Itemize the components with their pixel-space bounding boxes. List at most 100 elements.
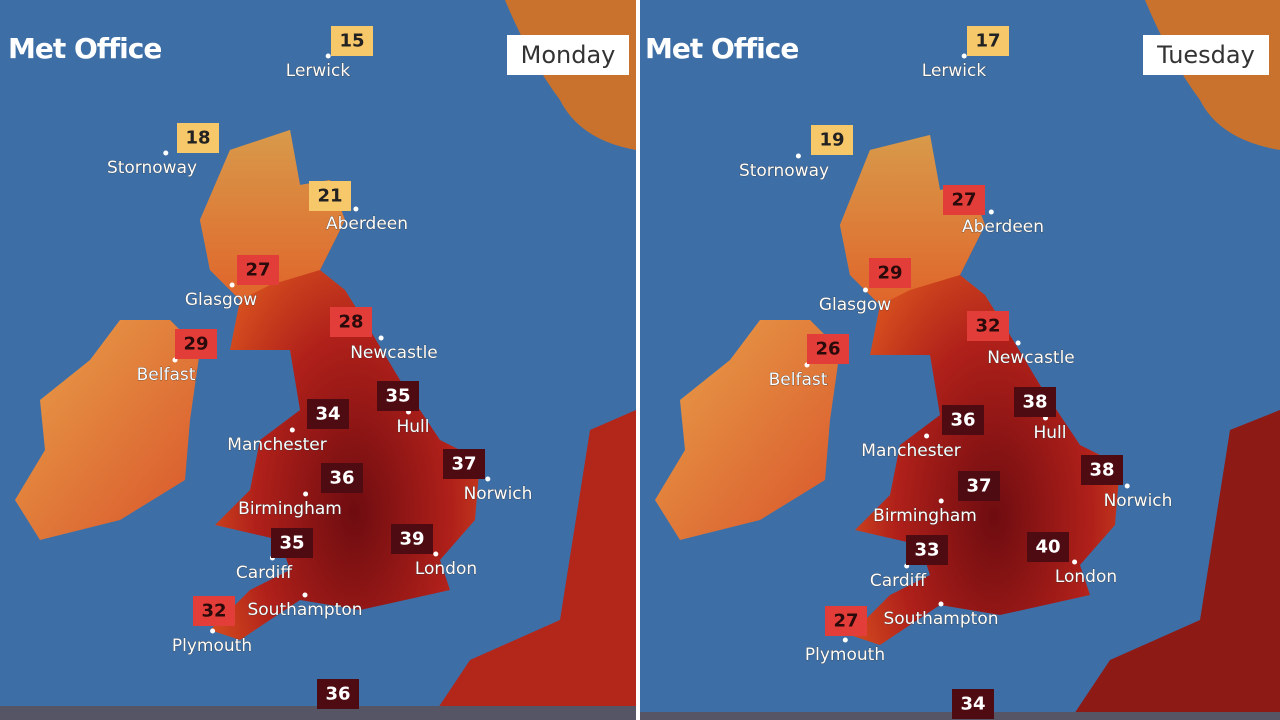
temp-badge — [377, 381, 419, 411]
temp-badge — [443, 449, 485, 479]
city-dot — [163, 150, 169, 156]
temp-value: 21 — [317, 186, 342, 207]
day-box — [507, 35, 629, 75]
city-dot — [938, 601, 944, 607]
temp-value: 36 — [329, 468, 354, 489]
city-dot — [863, 287, 868, 293]
city-name: Birmingham — [873, 506, 977, 526]
temp-badge — [942, 405, 984, 435]
city-name: Aberdeen — [962, 217, 1044, 237]
temp-value: 28 — [338, 312, 363, 333]
city-name: Plymouth — [805, 645, 885, 665]
temp-value: 18 — [185, 128, 210, 149]
temp-value: 36 — [950, 410, 975, 431]
temp-value: 32 — [201, 601, 226, 622]
temp-badge — [237, 255, 279, 285]
temp-badge — [330, 307, 372, 337]
temp-value: 35 — [385, 386, 410, 407]
temp-value: 38 — [1022, 392, 1047, 413]
city-dot — [1072, 559, 1078, 565]
city-name: Southampton — [883, 609, 998, 629]
day-label: Tuesday — [1156, 41, 1255, 69]
city-name: Manchester — [861, 441, 960, 461]
temp-badge — [307, 399, 349, 429]
temp-badge — [177, 123, 219, 153]
temp-badge — [906, 535, 948, 565]
city-name: Southampton — [247, 600, 362, 620]
temp-value: 19 — [819, 130, 844, 151]
city-dot — [988, 209, 994, 215]
temp-value: 33 — [914, 540, 939, 561]
city-dot — [1124, 483, 1130, 489]
city-dot — [924, 433, 930, 439]
temp-badge — [1014, 387, 1056, 417]
temp-badge — [958, 471, 1000, 501]
temp-value: 29 — [877, 263, 902, 284]
temp-value: 34 — [960, 694, 985, 715]
city-name: Hull — [396, 417, 429, 437]
temp-value: 34 — [315, 404, 340, 425]
day-box — [1143, 35, 1269, 75]
city-dot — [938, 498, 944, 504]
city-name: London — [415, 559, 477, 579]
temp-badge — [967, 26, 1009, 56]
temp-badge — [1081, 455, 1123, 485]
city-name: Newcastle — [350, 343, 438, 363]
temp-badge — [943, 185, 985, 215]
temp-badge — [869, 258, 911, 288]
temp-badge — [309, 181, 351, 211]
temp-value: 35 — [279, 533, 304, 554]
city-dot — [303, 491, 309, 497]
temp-value: 15 — [339, 31, 364, 52]
city-name: Cardiff — [236, 563, 293, 583]
city-name: Glasgow — [819, 295, 891, 315]
day-label: Monday — [521, 41, 616, 69]
city-dot — [325, 53, 331, 59]
city-dot — [842, 637, 848, 643]
city-name: Plymouth — [172, 636, 252, 656]
temp-value: 39 — [399, 529, 424, 550]
city-name: Lerwick — [922, 61, 987, 81]
city-name: Belfast — [137, 365, 196, 385]
temp-value: 17 — [975, 31, 1000, 52]
temp-value: 32 — [975, 316, 1000, 337]
city-name: Lerwick — [286, 61, 351, 81]
city-dot — [378, 335, 384, 341]
panel: Met Office Tuesday Lerwick 17 Stornoway 19 Abe… — [640, 0, 1280, 720]
city-dot — [961, 53, 967, 59]
city-dot — [485, 476, 491, 482]
temp-value: 38 — [1089, 460, 1114, 481]
city-name: Aberdeen — [326, 214, 408, 234]
temp-value: 37 — [451, 454, 476, 475]
temp-badge — [825, 606, 867, 636]
city-dot — [433, 551, 439, 557]
temp-badge — [175, 329, 217, 359]
temp-badge — [391, 524, 433, 554]
temp-value: 27 — [951, 190, 976, 211]
city-name: Belfast — [769, 370, 828, 390]
city-dot — [353, 206, 359, 212]
panel: Met Office Monday Lerwick 15 Stornoway 18 Aber… — [0, 0, 636, 720]
city-name: Manchester — [227, 435, 326, 455]
temp-badge — [193, 596, 235, 626]
logo: Met Office — [8, 32, 161, 65]
temp-badge — [952, 689, 994, 719]
temp-badge — [331, 26, 373, 56]
temp-badge — [1027, 532, 1069, 562]
city-dot — [210, 628, 216, 634]
city-name: Norwich — [1104, 491, 1173, 511]
temp-badge — [811, 125, 853, 155]
city-name: Hull — [1033, 423, 1066, 443]
temp-badge — [317, 679, 359, 709]
temp-badge — [321, 463, 363, 493]
temp-value: 27 — [245, 260, 270, 281]
temp-badge — [967, 311, 1009, 341]
temp-value: 37 — [966, 476, 991, 497]
temp-value: 26 — [815, 339, 840, 360]
city-name: Stornoway — [107, 158, 197, 178]
city-dot — [289, 427, 295, 433]
temp-badge — [271, 528, 313, 558]
city-dot — [302, 592, 308, 598]
city-name: London — [1055, 567, 1117, 587]
